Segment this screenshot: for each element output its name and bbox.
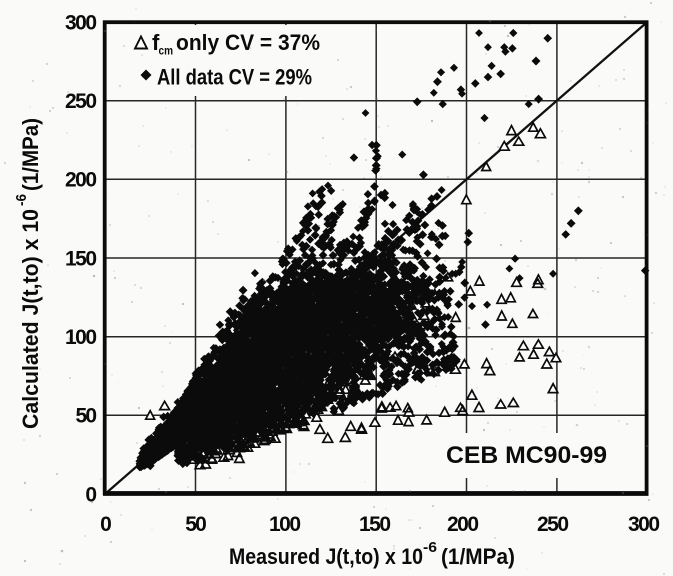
svg-text:only CV = 37%: only CV = 37%: [176, 30, 320, 55]
svg-text:-6: -6: [423, 539, 437, 556]
svg-text:250: 250: [537, 513, 569, 536]
svg-text:150: 150: [359, 513, 391, 536]
svg-text:0: 0: [85, 483, 97, 506]
svg-text:250: 250: [65, 90, 97, 113]
svg-text:(1/MPa): (1/MPa): [441, 544, 515, 569]
svg-text:cm: cm: [159, 44, 174, 58]
svg-text:300: 300: [65, 12, 97, 35]
svg-text:50: 50: [76, 405, 98, 428]
svg-text:50: 50: [185, 513, 207, 536]
svg-text:100: 100: [269, 513, 301, 536]
svg-text:200: 200: [447, 513, 479, 536]
svg-text:CEB MC90-99: CEB MC90-99: [446, 442, 607, 469]
svg-text:All data CV = 29%: All data CV = 29%: [157, 65, 312, 90]
svg-text:Measured J(t,to) x 10: Measured J(t,to) x 10: [229, 544, 423, 569]
svg-text:100: 100: [65, 326, 97, 349]
svg-text:0: 0: [100, 513, 112, 536]
svg-text:Calculated J(t,to) x 10: Calculated J(t,to) x 10: [18, 209, 43, 429]
svg-text:300: 300: [628, 513, 660, 536]
svg-text:-6: -6: [13, 194, 30, 206]
svg-text:f: f: [152, 30, 160, 55]
svg-text:150: 150: [65, 247, 97, 270]
svg-text:(1/MPa): (1/MPa): [18, 118, 43, 191]
svg-text:200: 200: [65, 169, 97, 192]
